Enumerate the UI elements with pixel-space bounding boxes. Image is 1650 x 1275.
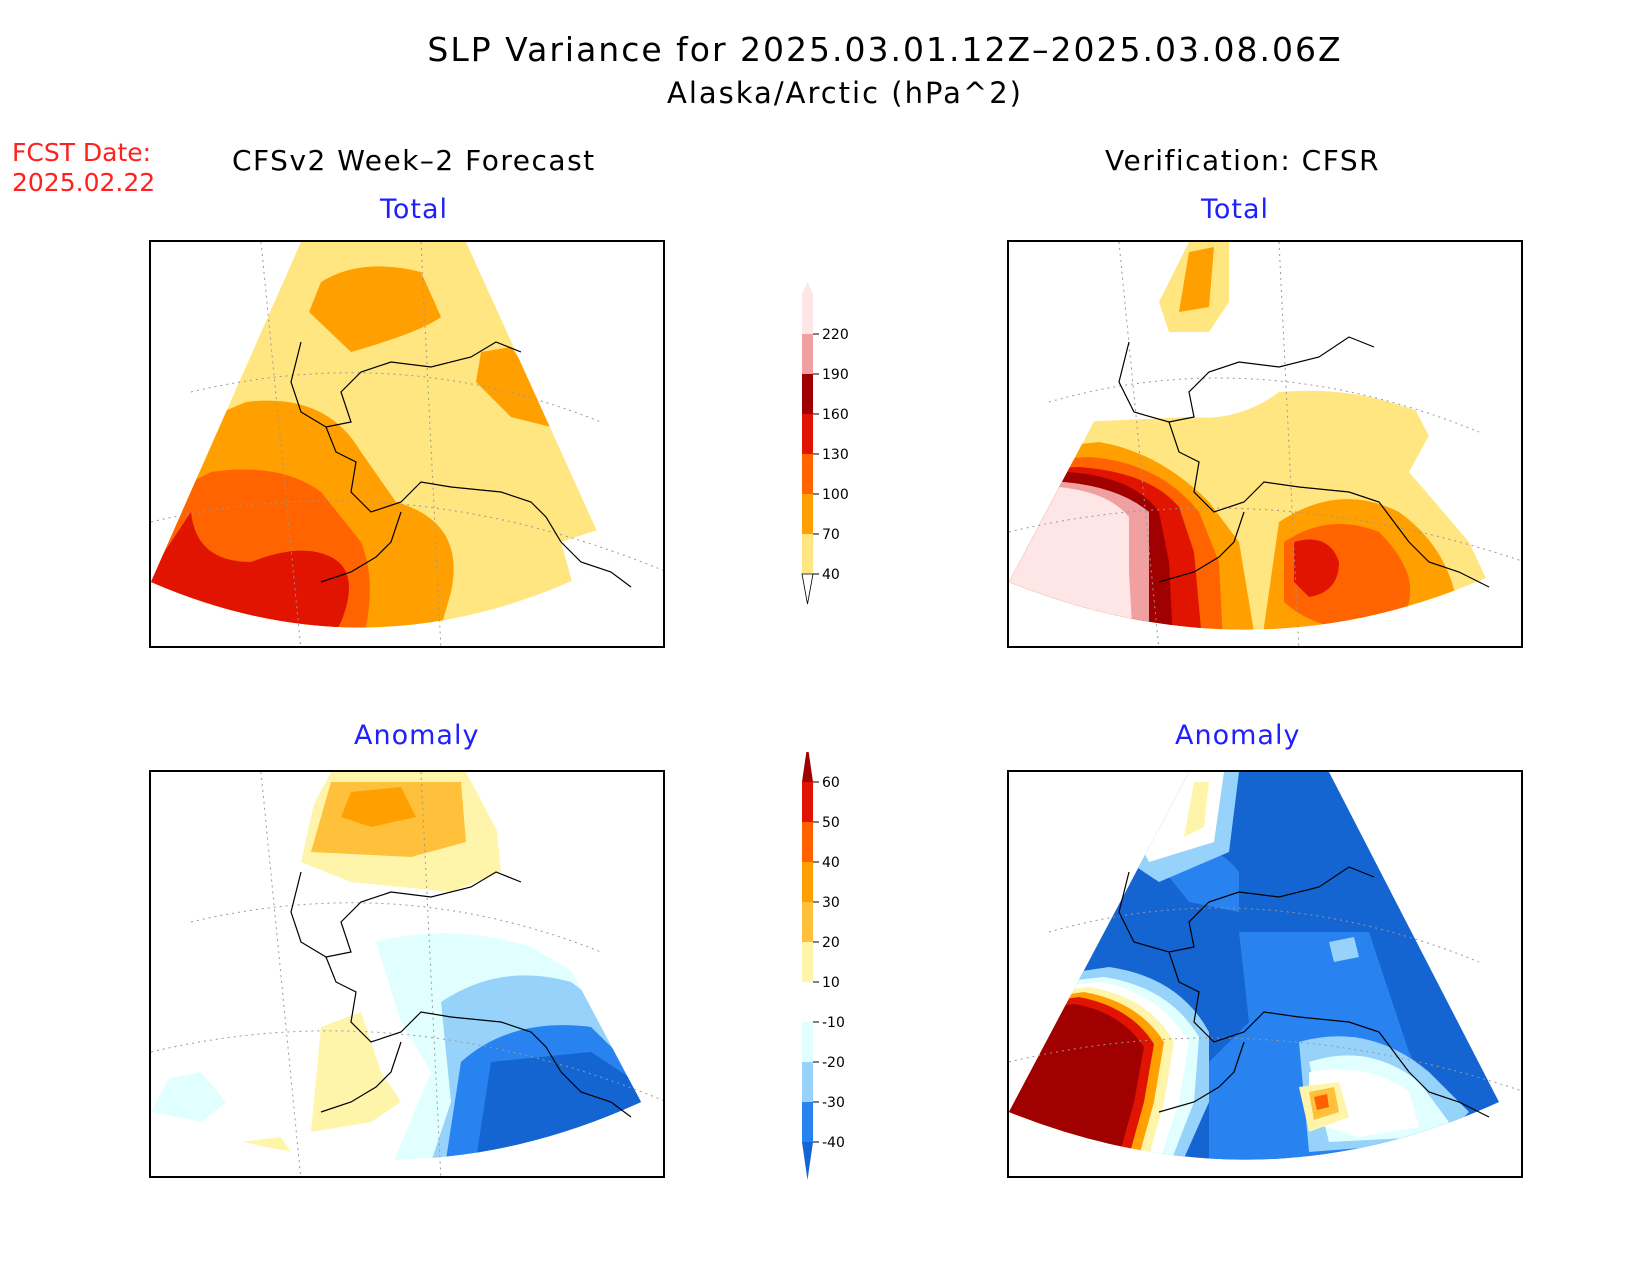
colorbar-total-band: [802, 494, 813, 534]
colorbar-anomaly-tick-label: 20: [822, 935, 840, 951]
contour-30-40-north: [341, 787, 416, 827]
fcst-date-value: 2025.02.22: [12, 168, 156, 197]
colorbar-anomaly-band: [802, 902, 813, 942]
colorbar-anomaly-band: [802, 942, 813, 982]
colorbar-anomaly-band: [802, 822, 813, 862]
right-column-header: Verification: CFSR: [1105, 144, 1381, 177]
colorbar-anomaly-tick-label: -10: [822, 1015, 845, 1031]
panel-title-forecast-anomaly: Anomaly: [354, 720, 480, 751]
colorbar-anomaly-band: [802, 862, 813, 902]
colorbar-anomaly-tick-label: 50: [822, 815, 840, 831]
colorbar-total-tick-label: 130: [822, 447, 849, 463]
colorbar-total-lower-cap: [801, 573, 814, 605]
contour-below-40: [561, 522, 611, 628]
contour-above-220: [1009, 487, 1134, 630]
colorbar-anomaly-tick-label: 30: [822, 895, 840, 911]
colorbar-total: 40 70 100 130 160 190 220: [801, 282, 849, 605]
contour-10-20-north: [1184, 782, 1209, 837]
contour-above-60-west: [1009, 1004, 1144, 1160]
contour-40-50-south: [1314, 1094, 1329, 1110]
chart-subtitle: Alaska/Arctic (hPa^2): [667, 76, 1023, 110]
colorbar-anomaly-upper-cap: [802, 752, 813, 782]
colorbar-anomaly-band: [802, 1022, 813, 1062]
contour-70-100-north: [1179, 247, 1214, 312]
colorbar-total-band: [802, 414, 813, 454]
colorbar-anomaly: -40 -30 -20 -10 10 20 30 40 50 60: [802, 752, 845, 1180]
colorbar-anomaly-tick-label: -40: [822, 1135, 845, 1151]
colorbar-total-band: [802, 454, 813, 494]
chart-title: SLP Variance for 2025.03.01.12Z–2025.03.…: [427, 30, 1343, 69]
colorbar-anomaly-band: [802, 982, 813, 1022]
colorbar-total-band: [802, 334, 813, 374]
coastline: [1118, 336, 1490, 588]
map-forecast-total: [149, 240, 665, 648]
contour-minus10-minus20-west: [151, 1072, 226, 1122]
panel-title-verification-anomaly: Anomaly: [1175, 720, 1301, 751]
coastline: [290, 341, 632, 588]
colorbar-total-tick-label: 160: [822, 407, 849, 423]
colorbar-total-tick-label: 220: [822, 327, 849, 343]
panel-title-verification-total: Total: [1201, 194, 1270, 225]
contour-below-minus40: [471, 1052, 641, 1160]
coastline: [290, 871, 632, 1118]
colorbar-total-tick-label: 40: [822, 567, 840, 583]
panel-title-forecast-total: Total: [380, 194, 449, 225]
colorbar-anomaly-band: [802, 1062, 813, 1102]
colorbar-anomaly-band: [802, 782, 813, 822]
contour-70-100-north: [309, 266, 441, 352]
map-verification-total: [1007, 240, 1523, 648]
colorbar-anomaly-tick-label: 60: [822, 775, 840, 791]
colorbar-anomaly-tick-label: -20: [822, 1055, 845, 1071]
map-verification-anomaly: [1007, 770, 1523, 1178]
contour-10-20-south: [311, 1012, 401, 1132]
colorbar-anomaly-tick-label: 40: [822, 855, 840, 871]
colorbar-anomaly-band: [802, 1102, 813, 1142]
colorbar-anomaly-tick-label: 10: [822, 975, 840, 991]
colorbar-anomaly-tick-label: -30: [822, 1095, 845, 1111]
colorbar-anomaly-lower-cap: [802, 1142, 813, 1180]
left-column-header: CFSv2 Week–2 Forecast: [232, 144, 596, 177]
colorbar-total-tick-label: 190: [822, 367, 849, 383]
contour-130-160-east: [1294, 539, 1339, 597]
colorbar-total-tick-label: 70: [822, 527, 840, 543]
colorbar-total-tick-label: 100: [822, 487, 849, 503]
colorbar-total-band: [802, 534, 813, 574]
fcst-date-label: FCST Date:: [12, 138, 152, 167]
colorbar-total-band: [802, 374, 813, 414]
contour-minus20-minus30-spot: [1329, 937, 1359, 962]
map-forecast-anomaly: [149, 770, 665, 1178]
colorbar-total-band: [802, 282, 813, 334]
coastline: [1118, 866, 1490, 1118]
